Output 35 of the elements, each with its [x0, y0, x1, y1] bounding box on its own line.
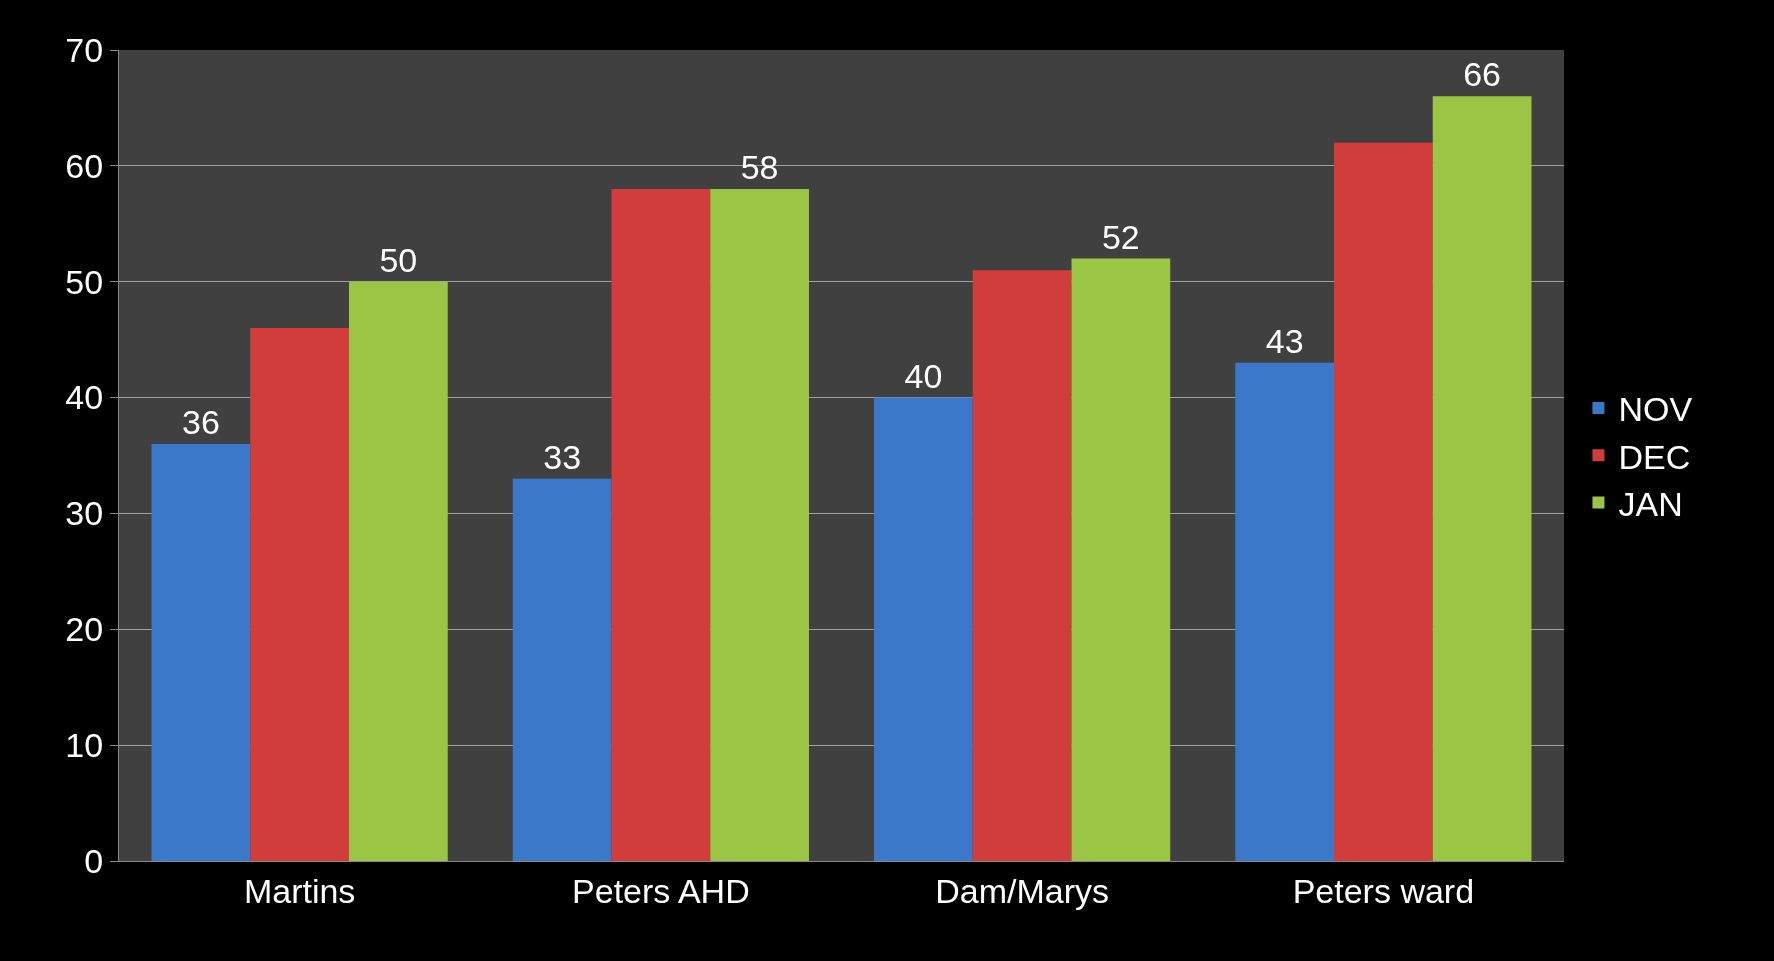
legend-label: JAN [1618, 484, 1683, 523]
bar [874, 397, 973, 861]
y-tick-label: 60 [65, 146, 104, 185]
legend-label: NOV [1618, 390, 1693, 429]
bar [512, 478, 612, 861]
bar [611, 189, 711, 861]
bar [1071, 258, 1171, 861]
bar [710, 189, 809, 861]
bar [1432, 96, 1532, 861]
y-tick-label: 30 [65, 494, 104, 533]
x-tick-label: Peters ward [1292, 871, 1475, 910]
data-label: 36 [181, 402, 220, 441]
data-label: 40 [904, 356, 943, 395]
bar [349, 281, 448, 861]
data-label: 58 [740, 148, 779, 187]
x-tick-label: Dam/Marys [935, 871, 1110, 910]
data-label: 66 [1463, 55, 1502, 94]
legend-label: DEC [1618, 437, 1691, 476]
y-tick-label: 40 [65, 378, 104, 417]
bar [1334, 142, 1433, 861]
data-label: 33 [543, 437, 582, 476]
y-tick-label: 50 [65, 262, 104, 301]
x-tick-label: Martins [243, 871, 356, 910]
bar [972, 270, 1072, 861]
y-tick-label: 10 [65, 726, 104, 765]
data-label: 43 [1265, 321, 1304, 360]
bar [250, 328, 349, 861]
bar [1235, 362, 1334, 861]
y-tick-label: 0 [84, 841, 104, 880]
y-tick-label: 20 [65, 610, 104, 649]
y-tick-label: 70 [65, 30, 104, 69]
bar [151, 443, 251, 861]
data-label: 52 [1101, 217, 1140, 256]
x-tick-label: Peters AHD [572, 871, 750, 910]
data-label: 50 [379, 240, 418, 279]
